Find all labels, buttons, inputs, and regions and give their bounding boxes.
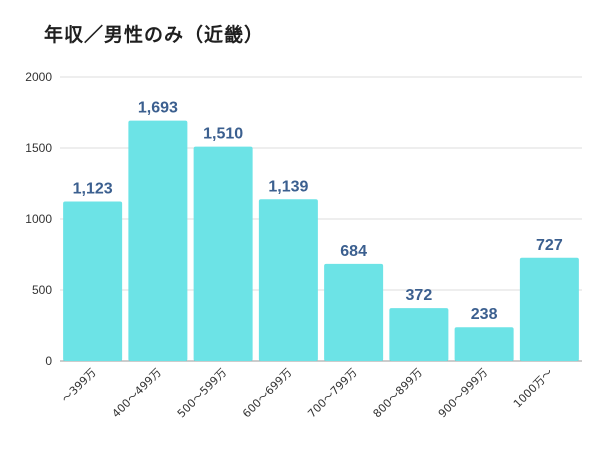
data-label: 1,123 — [73, 181, 113, 198]
data-label: 1,510 — [203, 126, 243, 143]
x-tick-label: 900～999万 — [436, 366, 490, 420]
y-tick-label: 2000 — [25, 70, 52, 84]
x-tick-label: ～399万 — [59, 366, 99, 406]
data-label: 684 — [340, 243, 367, 260]
x-tick-label: 800～899万 — [371, 366, 425, 420]
x-tick-label: 400～499万 — [110, 366, 164, 420]
bar — [128, 120, 188, 362]
bar — [454, 327, 514, 361]
x-tick-label: 600～699万 — [240, 366, 294, 420]
y-tick-label: 0 — [45, 354, 52, 368]
bar — [258, 199, 318, 361]
chart-title: 年収／男性のみ（近畿） — [44, 24, 265, 46]
y-tick-label: 1500 — [25, 141, 52, 155]
data-label: 372 — [406, 287, 433, 304]
data-label: 1,693 — [138, 100, 178, 117]
x-tick-label: 700～799万 — [305, 366, 359, 420]
y-tick-label: 500 — [32, 283, 52, 297]
bars — [63, 120, 579, 362]
data-label: 238 — [471, 306, 498, 323]
x-axis: ～399万 400～499万 500～599万 600～699万 700～799万 800… — [59, 366, 555, 420]
y-tick-label: 1000 — [25, 212, 52, 226]
data-label: 1,139 — [268, 178, 308, 195]
x-tick-label: 500～599万 — [175, 366, 229, 420]
bar — [324, 263, 384, 361]
data-label: 727 — [536, 237, 563, 254]
x-tick-label: 1000万～ — [511, 366, 556, 411]
bar — [519, 257, 579, 361]
bar — [63, 201, 123, 361]
data-labels: 1,123 1,693 1,510 1,139 684 372 238 727 — [73, 100, 563, 324]
y-axis: 0 500 1000 1500 2000 — [25, 70, 52, 368]
bar — [389, 308, 449, 361]
bar — [193, 146, 253, 361]
